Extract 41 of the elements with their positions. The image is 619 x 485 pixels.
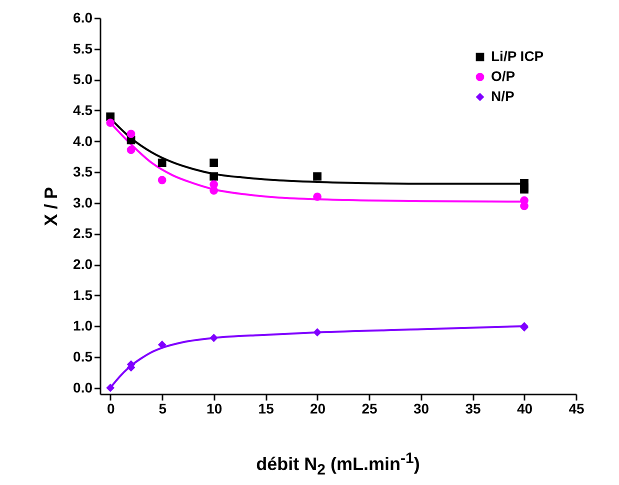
point	[210, 158, 218, 168]
point	[106, 118, 115, 127]
y-axis-title: X / P	[41, 186, 62, 226]
point	[158, 176, 166, 184]
legend-label: O/P	[491, 68, 516, 84]
legend-label: Li/P ICP	[491, 48, 544, 64]
point	[313, 172, 322, 181]
x-axis-title: débit N$_{2}$ (mL.min$^{-1}$)	[255, 450, 421, 479]
y-tick-label: 6.0	[73, 10, 93, 26]
x-tick-label: 30	[413, 400, 430, 416]
legend-label: N/P	[491, 88, 514, 104]
y-tick-label: 3.0	[73, 194, 93, 210]
x-tick-label: 20	[310, 400, 326, 416]
point	[158, 340, 166, 349]
x-tick-label: 0	[106, 400, 115, 416]
y-tick-label: 1.5	[73, 286, 93, 303]
point	[210, 172, 218, 181]
y-tick-label: 2.5	[73, 225, 93, 242]
point	[126, 146, 136, 154]
point	[106, 384, 115, 392]
x-tick-label: 45	[568, 400, 584, 416]
y-tick-label: 1.0	[73, 318, 93, 334]
x-tick-label: 35	[465, 400, 482, 416]
point	[313, 192, 322, 201]
y-tick-label: 5.5	[73, 40, 93, 56]
x-tick-label: 15	[258, 400, 274, 416]
point	[126, 130, 136, 138]
y-tick-label: 5.0	[73, 71, 93, 88]
y-tick-label: 2.0	[73, 256, 93, 272]
x-tick-label: 10	[206, 400, 222, 416]
point	[210, 334, 218, 342]
point	[313, 328, 322, 337]
y-tick-label: 0.0	[73, 379, 93, 396]
point	[158, 158, 166, 168]
y-tick-label: 4.5	[73, 102, 93, 118]
y-tick-label: 0.5	[73, 348, 93, 365]
y-tick-label: 4.0	[73, 132, 93, 149]
x-tick-label: 25	[362, 400, 378, 416]
x-tick-label: 5	[158, 400, 167, 416]
x-tick-label: 40	[516, 400, 533, 416]
y-tick-label: 3.5	[73, 164, 93, 180]
